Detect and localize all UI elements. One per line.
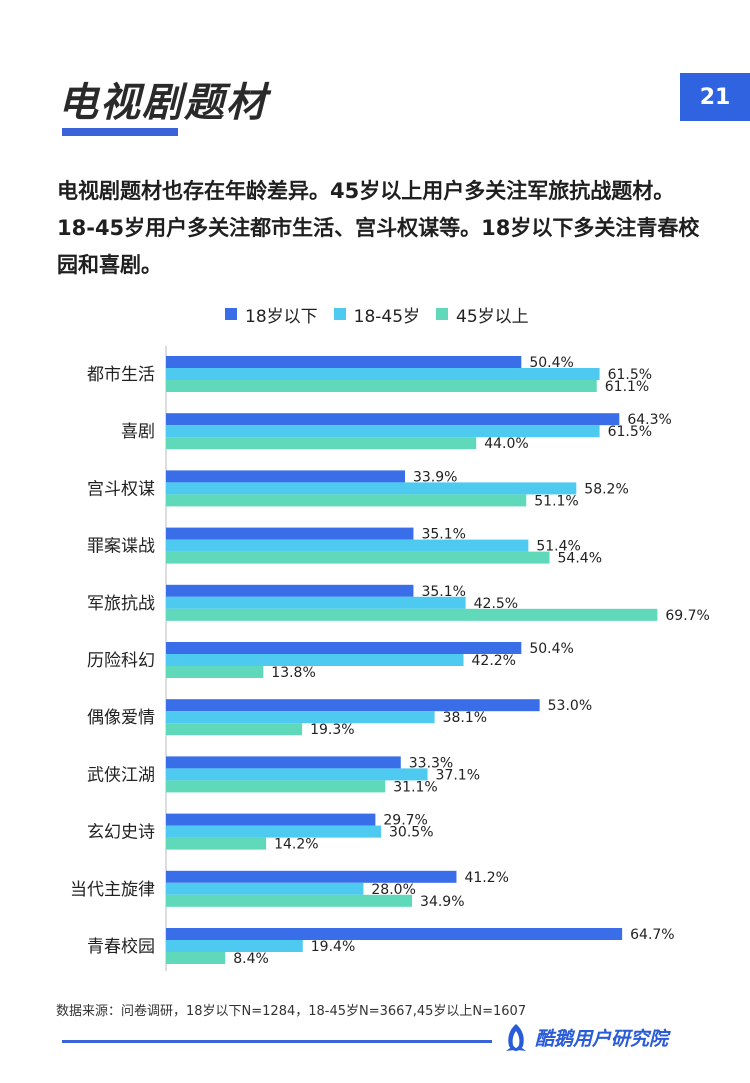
data-label: 54.4%	[558, 551, 602, 567]
legend-swatch-under18	[225, 308, 237, 320]
bar-18-45	[166, 768, 428, 781]
data-label: 64.3%	[627, 412, 671, 428]
bar-under18	[166, 813, 376, 826]
bar-over45	[166, 380, 597, 392]
bar-under18	[166, 413, 620, 426]
bar-over45	[166, 608, 658, 621]
page-number-badge: 21	[680, 73, 750, 121]
bar-18-45	[166, 825, 382, 838]
bar-under18	[166, 642, 522, 654]
bar-18-45	[166, 482, 577, 495]
data-label: 31.1%	[393, 779, 437, 795]
legend-label-18-45: 18-45岁	[353, 306, 421, 327]
category-label: 历险科幻	[87, 651, 155, 671]
data-label: 28.0%	[371, 882, 415, 898]
data-label: 38.1%	[443, 710, 487, 726]
data-label: 42.5%	[474, 596, 518, 612]
category-label: 当代主旋律	[70, 880, 155, 900]
data-label: 8.4%	[233, 951, 269, 967]
bar-18-45	[166, 711, 435, 724]
bar-over45	[166, 952, 226, 964]
page-title: 电视剧题材	[58, 80, 268, 126]
bar-over45	[166, 894, 413, 907]
category-label: 都市生活	[87, 365, 155, 385]
data-label: 51.1%	[534, 493, 578, 509]
footer-divider	[62, 1040, 492, 1043]
data-label: 41.2%	[464, 870, 508, 886]
bar-under18	[166, 870, 457, 883]
legend-label-under18: 18岁以下	[245, 306, 318, 327]
data-label: 69.7%	[665, 608, 709, 624]
chart-legend: 18岁以下 18-45岁 45岁以上	[225, 302, 529, 327]
bar-over45	[166, 780, 386, 793]
bar-under18	[166, 928, 623, 940]
bar-under18	[166, 756, 401, 769]
data-label: 33.3%	[409, 755, 453, 771]
data-label: 34.9%	[420, 894, 464, 910]
bar-18-45	[166, 596, 466, 609]
data-label: 50.4%	[529, 641, 573, 657]
bar-over45	[166, 437, 477, 450]
bar-18-45	[166, 539, 529, 552]
category-label: 军旅抗战	[87, 594, 155, 614]
bar-over45	[166, 494, 527, 507]
category-label: 武侠江湖	[87, 765, 155, 785]
bar-under18	[166, 356, 522, 368]
category-label: 偶像爱情	[87, 708, 155, 728]
legend-swatch-18-45	[333, 308, 346, 320]
bar-under18	[166, 584, 414, 597]
bar-18-45	[166, 425, 600, 438]
data-label: 19.4%	[311, 939, 355, 955]
data-label: 58.2%	[584, 481, 628, 497]
data-label: 50.4%	[529, 355, 573, 371]
category-label: 青春校园	[87, 937, 155, 957]
data-label: 29.7%	[383, 813, 427, 829]
data-label: 44.0%	[484, 436, 528, 452]
brand-name: 酷鹅用户研究院	[535, 1027, 669, 1050]
bar-18-45	[166, 940, 303, 952]
bar-under18	[166, 527, 414, 540]
data-label: 37.1%	[436, 767, 480, 783]
bar-over45	[166, 837, 267, 850]
data-label: 61.5%	[608, 367, 652, 383]
bar-under18	[166, 699, 540, 712]
bar-over45	[166, 666, 264, 678]
legend-item-over45: 45岁以上	[436, 302, 529, 327]
data-label: 35.1%	[421, 527, 465, 543]
category-label: 喜剧	[121, 422, 155, 442]
intro-paragraph: 电视剧题材也存在年龄差异。45岁以上用户多关注军旅抗战题材。18-45岁用户多关…	[57, 179, 700, 277]
data-label: 42.2%	[472, 653, 516, 669]
category-label: 玄幻史诗	[87, 823, 155, 843]
category-label: 罪案谍战	[87, 537, 155, 557]
data-source-note: 数据来源：问卷调研，18岁以下N=1284，18-45岁N=3667,45岁以上…	[56, 1004, 527, 1019]
footer-brand: 酷鹅用户研究院	[503, 1022, 668, 1052]
data-label: 61.1%	[605, 379, 649, 395]
bar-18-45	[166, 368, 600, 380]
data-label: 14.2%	[274, 837, 318, 853]
bar-18-45	[166, 654, 464, 666]
bar-chart: 都市生活50.4%61.5%61.1%喜剧64.3%61.5%44.0%宫斗权谋…	[70, 346, 710, 972]
data-label: 53.0%	[548, 698, 592, 714]
data-label: 61.5%	[608, 424, 652, 440]
data-label: 51.4%	[536, 539, 580, 555]
penguin-logo-icon	[506, 1024, 526, 1051]
data-label: 64.7%	[630, 927, 674, 943]
bar-under18	[166, 470, 405, 483]
data-label: 13.8%	[271, 665, 315, 681]
data-label: 35.1%	[421, 584, 465, 600]
bar-over45	[166, 723, 303, 736]
legend-label-over45: 45岁以上	[456, 306, 529, 327]
data-label: 30.5%	[389, 825, 433, 841]
category-label: 宫斗权谋	[87, 479, 155, 499]
data-label: 19.3%	[310, 722, 354, 738]
bar-18-45	[166, 882, 364, 895]
bar-over45	[166, 551, 550, 564]
legend-swatch-over45	[436, 308, 449, 320]
data-label: 33.9%	[413, 469, 457, 485]
legend-item-under18: 18岁以下	[225, 302, 318, 327]
title-underline	[62, 128, 178, 136]
legend-item-18-45: 18-45岁	[333, 302, 421, 327]
